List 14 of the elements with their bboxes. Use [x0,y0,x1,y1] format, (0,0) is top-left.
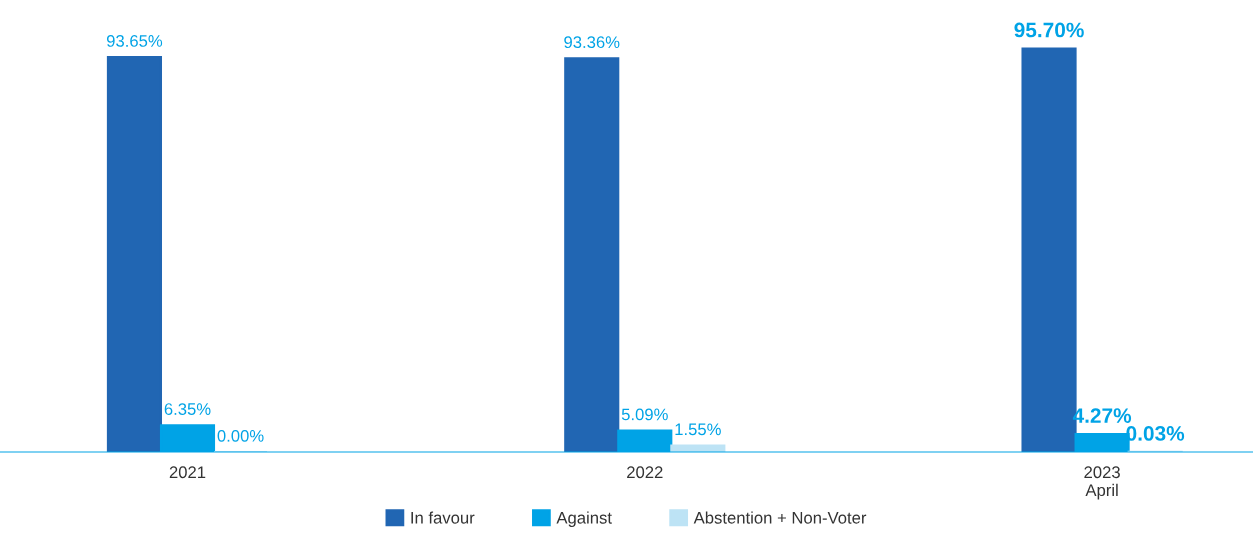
data-label: 93.65% [106,35,163,47]
data-label: 93.36% [564,36,620,49]
x-tick-label: 2021 [169,466,206,479]
data-label: 0.03% [1126,426,1185,441]
data-label: 6.35% [164,403,211,415]
data-label: 1.55% [675,423,721,436]
data-label: 95.70% [1014,22,1084,38]
x-tick-label: 2022 [627,466,663,479]
legend-label: Abstention + Non-Voter [693,511,867,524]
x-tick-label: 2023 April [1084,466,1120,500]
data-label: 0.00% [217,429,264,442]
legend-label: In favour [411,511,475,524]
data-label: 5.09% [621,408,668,421]
legend-label: Against [556,511,612,527]
